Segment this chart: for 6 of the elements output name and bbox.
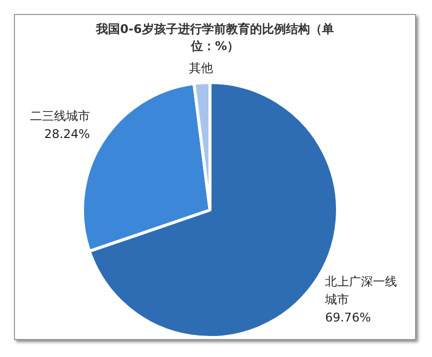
data-label: 69.76% [325, 310, 371, 324]
slice-label: 北上广深一线城市 [324, 274, 398, 306]
chart-title: 我国0-6岁孩子进行学前教育的比例结构（单位：%） [95, 21, 335, 55]
data-label: 28.24% [44, 127, 90, 142]
slice-label: 二三线城市 [30, 109, 90, 124]
slice-label: 其他 [189, 60, 214, 75]
